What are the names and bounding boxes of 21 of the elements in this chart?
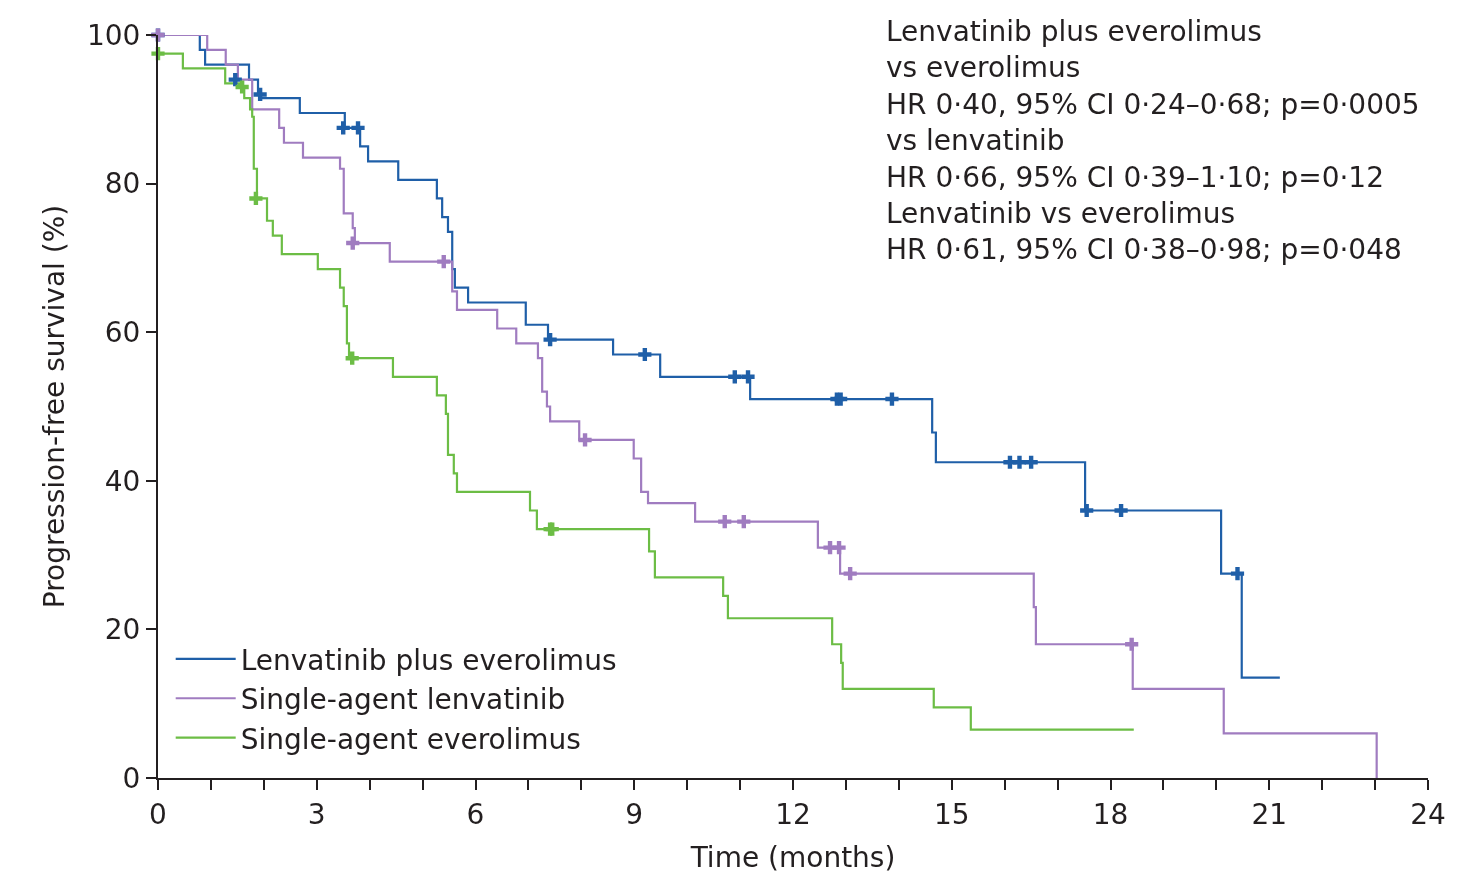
x-tick-label: 15 [933, 797, 970, 831]
y-tick-label: 100 [86, 18, 141, 52]
y-axis-title: Progression-free survival (%) [38, 204, 72, 609]
legend-label: Single-agent lenvatinib [240, 683, 566, 717]
y-tick-label: 80 [104, 167, 141, 201]
x-tick-label: 9 [625, 797, 644, 831]
x-tick-label: 0 [149, 797, 167, 831]
x-tick-label: 24 [1410, 797, 1446, 831]
x-tick-label: 21 [1251, 797, 1288, 831]
y-tick-label: 20 [104, 613, 141, 647]
x-tick-label: 12 [775, 797, 811, 831]
x-tick-label: 3 [307, 797, 326, 831]
x-tick-label: 18 [1092, 797, 1129, 831]
y-tick-label: 0 [122, 761, 141, 795]
x-axis-title: Time (months) [689, 841, 896, 875]
x-tick-label: 6 [466, 797, 485, 831]
y-tick-label: 60 [104, 316, 141, 349]
legend-label: Single-agent everolimus [240, 722, 581, 756]
y-tick-label: 40 [104, 464, 141, 498]
legend-label: Lenvatinib plus everolimus [240, 643, 617, 677]
annotation: Lenvatinib plus everolimus vs everolimus HR 0·40, 95% CI 0·24–0·68; p=0·0005 vs lenvatinib HR 0·66, 95% CI 0·39–1·10; p=0·12 Lenvatinib vs everolimus HR 0·61, 95% CI 0·38–0·98; p=0·048 [886, 15, 1420, 267]
